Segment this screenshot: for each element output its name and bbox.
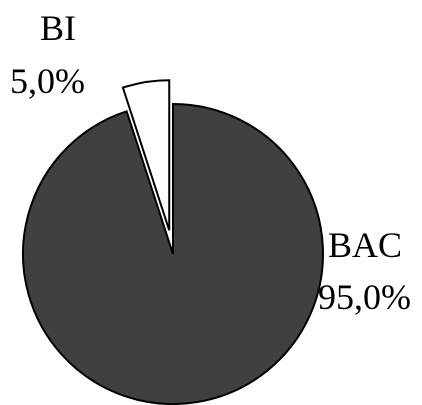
pie-slice-bi [121, 79, 171, 231]
slice-label-bac: BAC [328, 225, 402, 265]
slice-label-bi: BI [40, 8, 76, 48]
slice-value-bac: 95,0% [318, 277, 411, 317]
pie-slice-bac [22, 102, 324, 405]
slice-value-bi: 5,0% [10, 61, 85, 101]
pie-slices [22, 79, 324, 405]
